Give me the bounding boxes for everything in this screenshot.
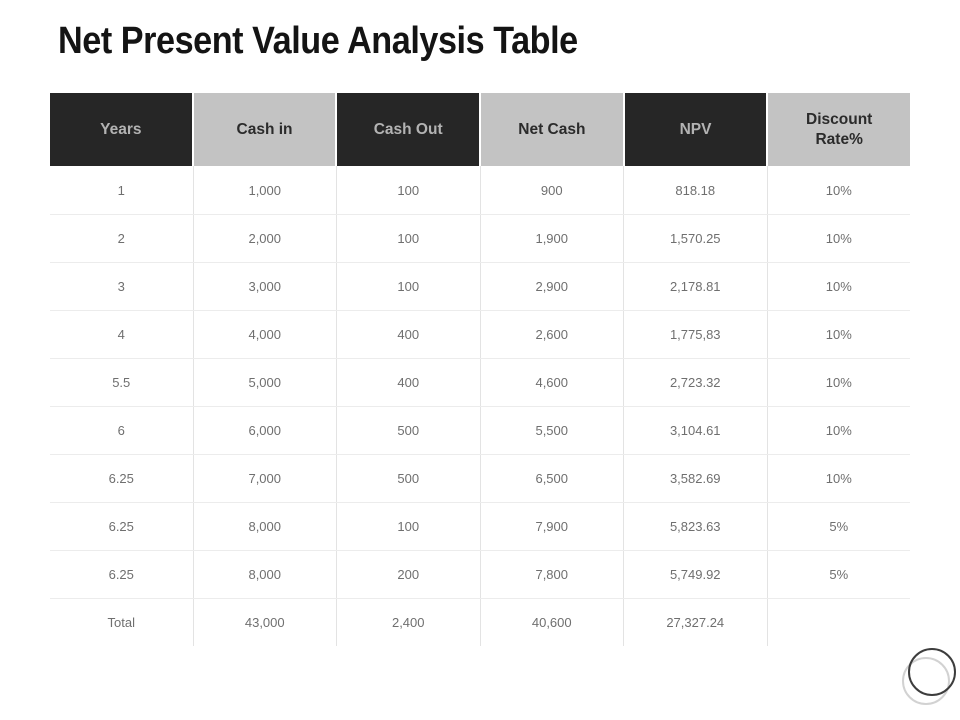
table-cell: 5,500: [479, 407, 624, 454]
table-cell: 2,400: [336, 599, 480, 646]
table-cell: 100: [336, 215, 480, 262]
table-cell: 10%: [766, 263, 911, 310]
table-cell: 100: [336, 263, 480, 310]
table-cell: 27,327.24: [623, 599, 767, 646]
table-row: 4 4,000 400 2,600 1,775,83 10%: [50, 310, 910, 358]
table-row: 1 1,000 100 900 818.18 10%: [50, 166, 910, 214]
table-row: 5.5 5,000 400 4,600 2,723.32 10%: [50, 358, 910, 406]
circle-outline-dark-icon: [908, 648, 956, 696]
table-cell: 6.25: [108, 471, 134, 486]
column-header-years: Years: [50, 93, 192, 166]
table-cell: 6.25: [108, 567, 134, 582]
table-cell: 7,800: [479, 551, 624, 598]
table-row: 3 3,000 100 2,900 2,178.81 10%: [50, 262, 910, 310]
table-cell: 3: [117, 279, 125, 294]
table-cell: 818.18: [623, 166, 767, 214]
table-cell: 5%: [766, 503, 911, 550]
table-cell: 6,000: [192, 407, 337, 454]
table-cell: 4,600: [479, 359, 624, 406]
table-cell: 6.25: [108, 519, 134, 534]
table-cell: 10%: [766, 215, 911, 262]
table-cell: Total: [107, 615, 135, 630]
table-row: 2 2,000 100 1,900 1,570.25 10%: [50, 214, 910, 262]
table-cell: [766, 599, 911, 646]
table-cell: 10%: [766, 455, 911, 502]
table-row: 6 6,000 500 5,500 3,104.61 10%: [50, 406, 910, 454]
table-cell: 1,000: [192, 166, 337, 214]
table-cell: 40,600: [479, 599, 624, 646]
table-row: Total 43,000 2,400 40,600 27,327.24: [50, 598, 910, 646]
table-cell: 2,900: [479, 263, 624, 310]
table-cell: 400: [336, 311, 480, 358]
table-cell: 1,570.25: [623, 215, 767, 262]
table-cell: 3,582.69: [623, 455, 767, 502]
table-cell: 43,000: [192, 599, 337, 646]
table-cell: 10%: [766, 311, 911, 358]
table-cell: 8,000: [192, 551, 337, 598]
table-row: 6.25 8,000 100 7,900 5,823.63 5%: [50, 502, 910, 550]
table-cell: 5,823.63: [623, 503, 767, 550]
table-cell: 5%: [766, 551, 911, 598]
table-cell: 10%: [766, 359, 911, 406]
table-cell: 500: [336, 407, 480, 454]
table-row: 6.25 7,000 500 6,500 3,582.69 10%: [50, 454, 910, 502]
column-header-label: NPV: [679, 120, 712, 138]
table-cell: 100: [336, 166, 480, 214]
table-cell: 5.5: [112, 375, 131, 390]
column-header-label: Discount Rate%: [806, 111, 873, 148]
table-cell: 3,000: [192, 263, 337, 310]
table-cell: 4,000: [192, 311, 337, 358]
column-header-label: Net Cash: [518, 120, 586, 138]
table-cell: 2,600: [479, 311, 624, 358]
column-header-npv: NPV: [624, 93, 767, 166]
table-cell: 1,900: [479, 215, 624, 262]
column-header-label: Cash Out: [373, 120, 443, 138]
column-header-net-cash: Net Cash: [481, 93, 623, 166]
table-cell: 2,723.32: [623, 359, 767, 406]
column-header-cash-out: Cash Out: [337, 93, 480, 166]
table-body: 1 1,000 100 900 818.18 10% 2 2,000 100 1,900 1,570…: [50, 166, 910, 646]
table-cell: 100: [336, 503, 480, 550]
table-cell: 10%: [766, 407, 911, 454]
npv-analysis-table: Years Cash in Cash Out Net Cash NPV Discount …: [50, 93, 911, 646]
column-header-label: Years: [100, 120, 142, 138]
table-cell: 1: [117, 182, 125, 198]
table-cell: 5,749.92: [623, 551, 767, 598]
table-cell: 7,000: [192, 455, 337, 502]
table-cell: 500: [336, 455, 480, 502]
table-cell: 1,775,83: [623, 311, 767, 358]
column-header-label: Cash in: [236, 120, 293, 138]
table-header-row: Years Cash in Cash Out Net Cash NPV Discount …: [50, 93, 911, 166]
column-header-cash-in: Cash in: [193, 93, 336, 166]
table-cell: 2,000: [192, 215, 337, 262]
table-cell: 2,178.81: [623, 263, 767, 310]
table-cell: 10%: [766, 166, 911, 214]
table-row: 6.25 8,000 200 7,800 5,749.92 5%: [50, 550, 910, 598]
page-title: Net Present Value Analysis Table: [58, 20, 578, 62]
table-cell: 8,000: [192, 503, 337, 550]
table-cell: 400: [336, 359, 480, 406]
column-header-discount-rate: Discount Rate%: [768, 93, 911, 166]
table-cell: 200: [336, 551, 480, 598]
table-cell: 3,104.61: [623, 407, 767, 454]
table-cell: 900: [479, 166, 624, 214]
table-cell: 2: [117, 231, 125, 246]
table-cell: 5,000: [192, 359, 337, 406]
table-cell: 7,900: [479, 503, 624, 550]
table-cell: 6: [117, 423, 125, 438]
table-cell: 6,500: [479, 455, 624, 502]
table-cell: 4: [117, 327, 125, 342]
